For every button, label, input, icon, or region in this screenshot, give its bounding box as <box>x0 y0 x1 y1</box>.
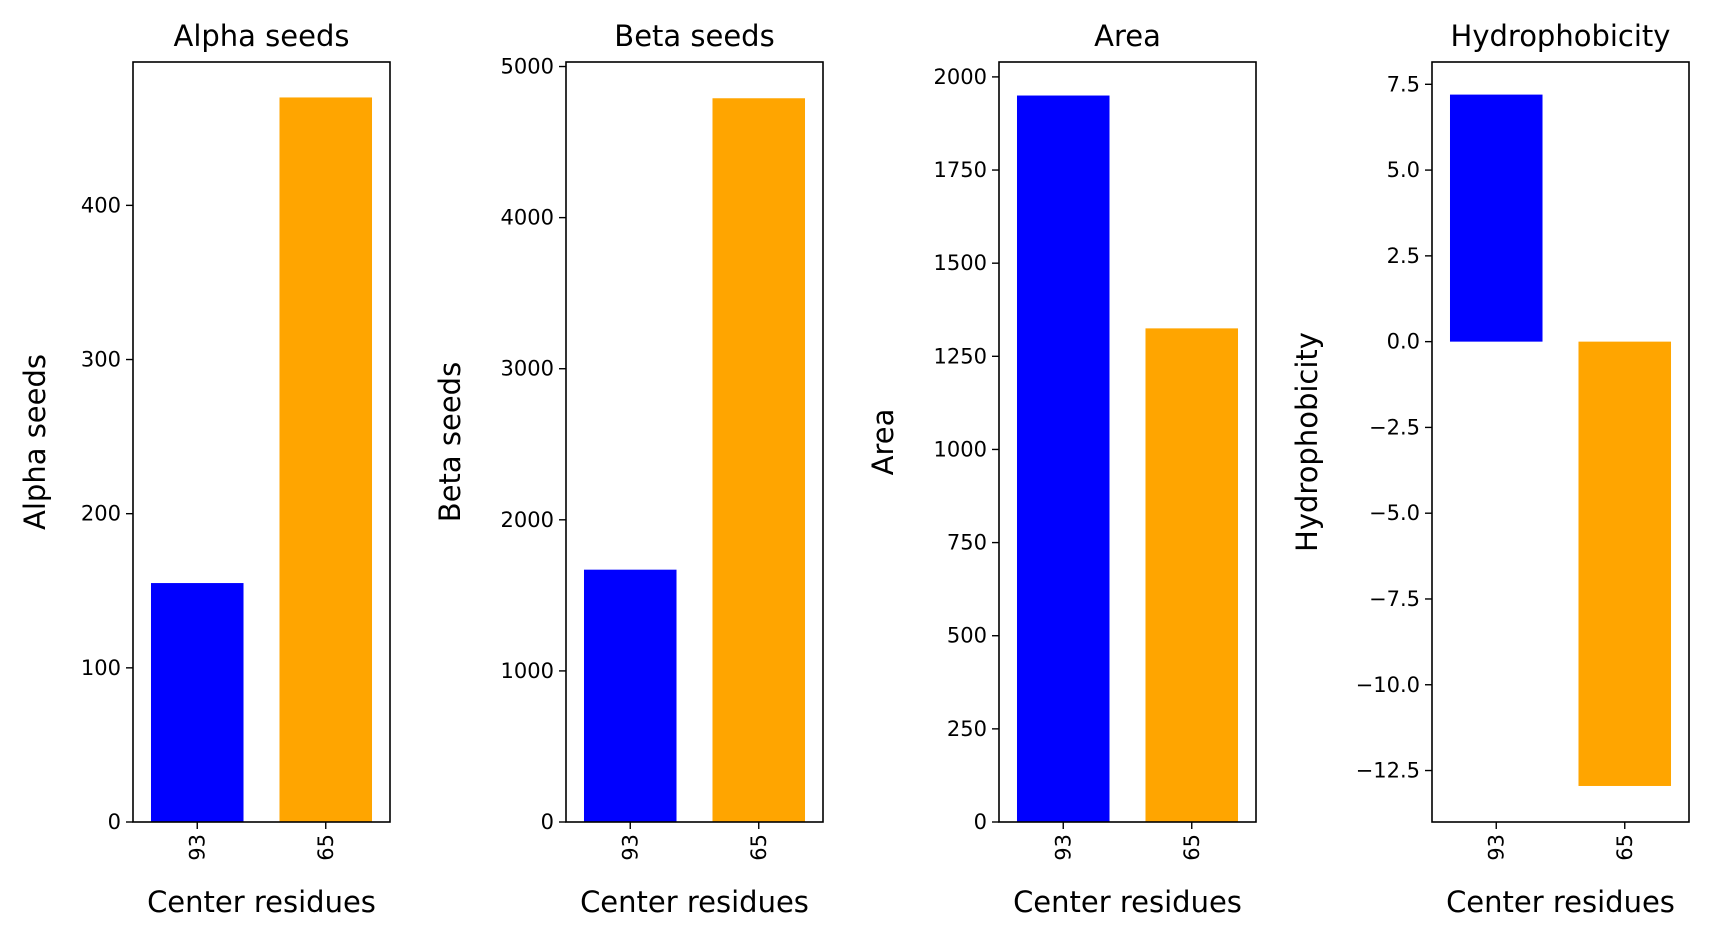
x-tick-label: 93 <box>1484 834 1508 861</box>
y-tick-label: 2.5 <box>1387 244 1420 268</box>
bar-93 <box>583 569 677 822</box>
x-tick-label: 65 <box>314 834 338 861</box>
y-tick-label: 1750 <box>934 158 987 182</box>
y-tick-label: 500 <box>947 624 987 648</box>
y-axis-label: Area <box>866 409 900 476</box>
y-axis-label: Beta seeds <box>433 362 467 522</box>
y-tick-label: 7.5 <box>1387 72 1420 96</box>
y-tick-label: 1000 <box>501 659 554 683</box>
bar-93 <box>1016 95 1110 822</box>
y-tick-label: 5000 <box>501 55 554 79</box>
x-tick-label: 93 <box>1051 834 1075 861</box>
y-tick-label: 750 <box>947 531 987 555</box>
y-tick-label: 0 <box>541 810 554 834</box>
y-tick-label: 0.0 <box>1387 330 1420 354</box>
y-axis-label: Hydrophobicity <box>1290 332 1324 552</box>
y-tick-label: 100 <box>81 656 121 680</box>
bar-65 <box>1578 341 1672 786</box>
axes-frame <box>1431 61 1690 823</box>
y-tick-label: 2000 <box>934 65 987 89</box>
x-tick-label: 65 <box>747 834 771 861</box>
y-tick-label: 5.0 <box>1387 158 1420 182</box>
bar-65 <box>1145 328 1239 822</box>
x-tick-label: 65 <box>1180 834 1204 861</box>
axes-frame <box>132 61 391 823</box>
panel-title: Hydrophobicity <box>1451 19 1671 53</box>
y-tick-label: 0 <box>108 810 121 834</box>
axes-frame <box>565 61 824 823</box>
x-axis-label: Center residues <box>1013 885 1242 919</box>
axes-frame <box>998 61 1257 823</box>
panel-title: Alpha seeds <box>174 19 350 53</box>
chart-panel-4: 7.5 5.0 2.5 0.0 −2.5 −5.0 −7.5 −10.0 −12.5 93 65 Hy… <box>1290 19 1690 919</box>
y-tick-label: −12.5 <box>1356 759 1420 783</box>
y-tick-label: 300 <box>81 348 121 372</box>
y-tick-label: 4000 <box>501 206 554 230</box>
x-axis-label: Center residues <box>147 885 376 919</box>
x-axis-label: Center residues <box>580 885 809 919</box>
y-tick-label: 400 <box>81 193 121 217</box>
y-tick-label: −5.0 <box>1369 501 1420 525</box>
y-tick-label: 3000 <box>501 357 554 381</box>
y-tick-label: 1250 <box>934 344 987 368</box>
chart-panel-2: 0 1000 2000 3000 4000 5000 93 65 Beta seeds Cente… <box>433 19 824 919</box>
x-tick-label: 93 <box>618 834 642 861</box>
bar-93 <box>150 583 244 822</box>
bar-65 <box>712 98 806 822</box>
y-tick-label: −10.0 <box>1356 673 1420 697</box>
chart-panel-3: 0 250 500 750 1000 1250 1500 1750 2000 93 65 Area Ce… <box>866 19 1257 919</box>
panel-title: Beta seeds <box>614 19 774 53</box>
x-tick-label: 65 <box>1613 834 1637 861</box>
y-tick-label: 1500 <box>934 251 987 275</box>
panel-title: Area <box>1094 19 1161 53</box>
y-tick-label: 200 <box>81 502 121 526</box>
x-axis-label: Center residues <box>1446 885 1675 919</box>
y-tick-label: 250 <box>947 717 987 741</box>
y-tick-label: 1000 <box>934 437 987 461</box>
bar-93 <box>1449 94 1543 342</box>
y-axis-label: Alpha seeds <box>18 354 52 530</box>
y-tick-label: −2.5 <box>1369 415 1420 439</box>
y-tick-label: 2000 <box>501 508 554 532</box>
x-tick-label: 93 <box>185 834 209 861</box>
bar-65 <box>279 97 373 822</box>
y-tick-label: 0 <box>974 810 987 834</box>
y-tick-label: −7.5 <box>1369 587 1420 611</box>
chart-panel-1: 0 100 200 300 400 93 65 Alpha seeds Center resid… <box>18 19 391 919</box>
